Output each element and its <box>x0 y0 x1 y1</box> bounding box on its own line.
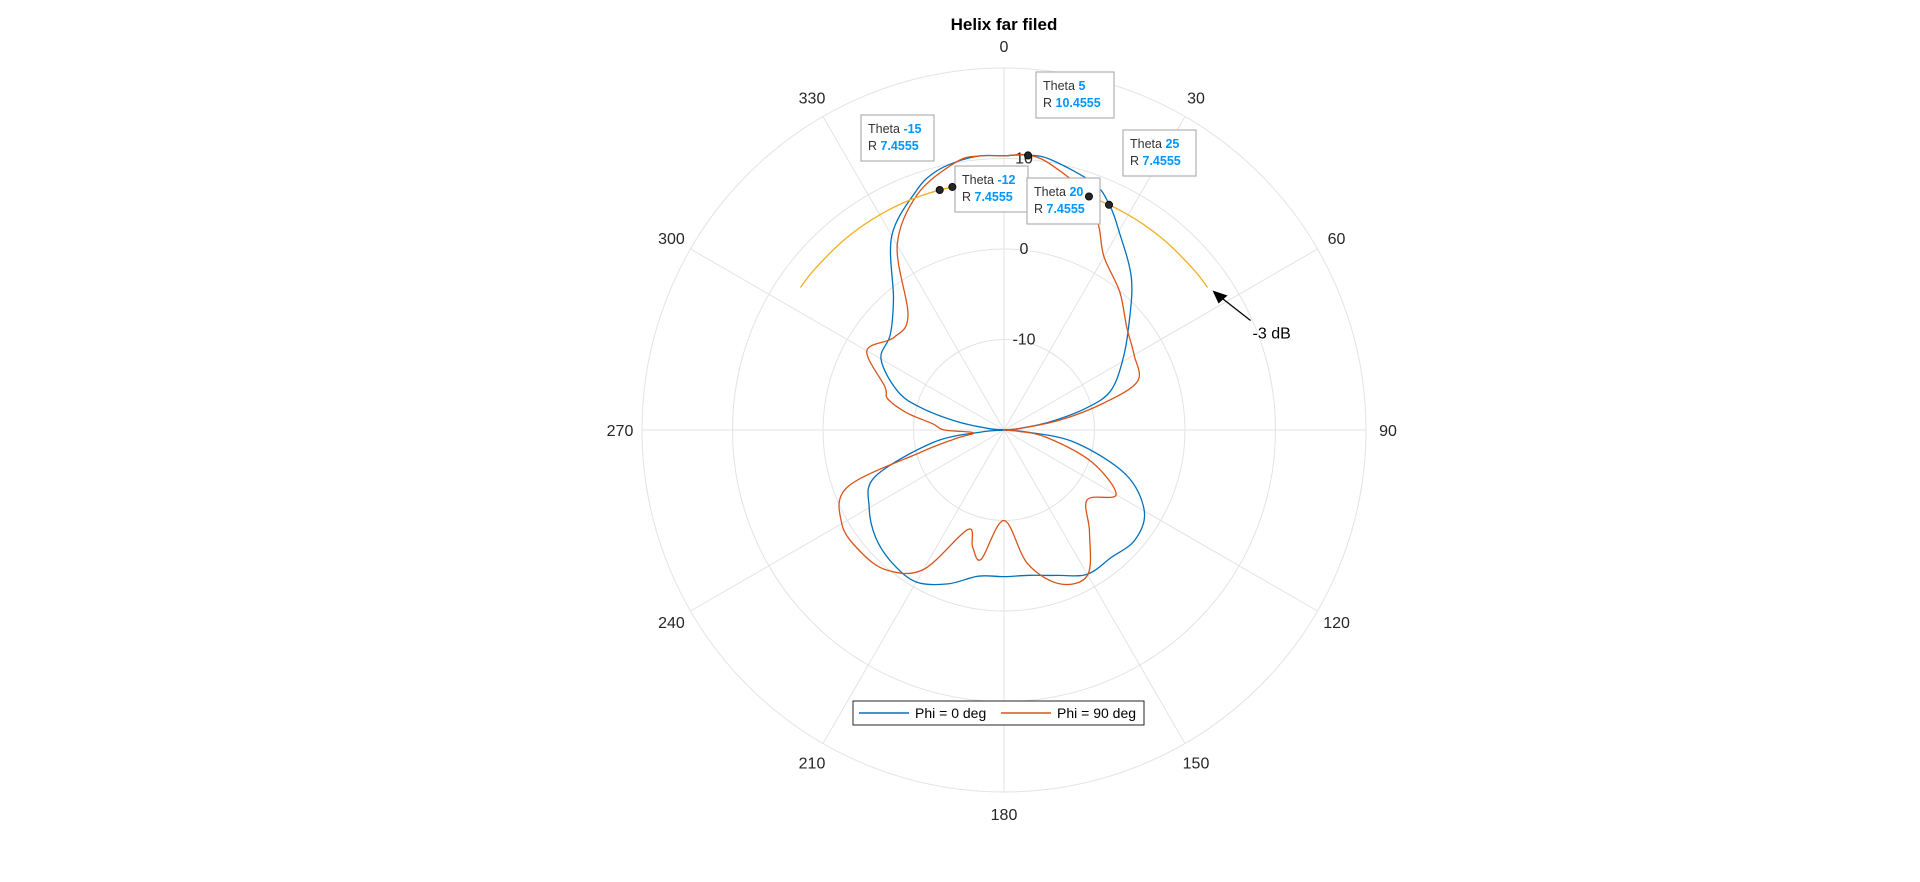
datatip-r: R 7.4555 <box>1034 202 1085 216</box>
legend-item[interactable]: Phi = 90 deg <box>1001 705 1136 721</box>
datatip-theta: Theta -15 <box>868 122 922 136</box>
legend-label: Phi = 90 deg <box>1057 705 1136 721</box>
datatip-theta: Theta -12 <box>962 173 1016 187</box>
angle-tick-label: 180 <box>991 807 1018 824</box>
datatip-box <box>1035 71 1115 119</box>
polar-grid <box>641 67 1367 793</box>
annotation-label: -3 dB <box>1253 325 1291 342</box>
datatip-r: R 7.4555 <box>868 139 919 153</box>
series-line-1 <box>867 154 1146 586</box>
datatip-r: R 7.4555 <box>1130 154 1181 168</box>
annotation: -3 dB <box>1212 290 1291 342</box>
grid-spoke <box>1003 429 1186 744</box>
radial-tick-label: 0 <box>1020 241 1029 258</box>
angle-tick-label: 120 <box>1323 615 1350 632</box>
angle-tick-label: 60 <box>1328 231 1346 248</box>
grid-spoke <box>1003 248 1318 431</box>
grid-spoke <box>690 248 1005 431</box>
datatip-marker[interactable] <box>1024 151 1033 160</box>
annotation-arrow-head <box>1212 290 1228 304</box>
datatip-marker[interactable] <box>948 182 957 191</box>
grid-spoke <box>1003 429 1318 612</box>
datatip-marker[interactable] <box>935 185 944 194</box>
datatip[interactable]: Theta -15 R 7.4555 <box>860 114 935 162</box>
legend-item[interactable]: Phi = 0 deg <box>859 705 986 721</box>
angle-tick-label: 0 <box>1000 39 1009 56</box>
angle-tick-label: 30 <box>1187 90 1205 107</box>
angle-tick-label: 240 <box>658 615 685 632</box>
datatip-marker[interactable] <box>1105 200 1114 209</box>
series-line-2 <box>838 153 1141 586</box>
angle-tick-label: 330 <box>799 90 826 107</box>
datatip[interactable]: Theta 25 R 7.4555 <box>1122 129 1197 177</box>
angle-tick-label: 150 <box>1183 756 1210 773</box>
datatip-theta: Theta 25 <box>1130 137 1179 151</box>
datatip[interactable]: Theta -12 R 7.4555 <box>954 165 1029 213</box>
radial-tick-label: -10 <box>1012 332 1035 349</box>
legend-label: Phi = 0 deg <box>915 705 986 721</box>
datatip-r: R 7.4555 <box>962 190 1013 204</box>
datatip[interactable]: Theta 5 R 10.4555 <box>1035 71 1115 119</box>
datatip-theta: Theta 20 <box>1034 185 1083 199</box>
datatip-box <box>1122 129 1197 177</box>
datatip-theta: Theta 5 <box>1043 79 1085 93</box>
annotation-arrow-line <box>1218 294 1251 321</box>
datatip[interactable]: Theta 20 R 7.4555 <box>1026 177 1101 225</box>
grid-spoke <box>822 116 1005 431</box>
angle-tick-label: 300 <box>658 231 685 248</box>
datatip-box <box>1026 177 1101 225</box>
chart-title: Helix far filed <box>951 15 1058 34</box>
datatip-r: R 10.4555 <box>1043 96 1101 110</box>
datatip-box <box>860 114 935 162</box>
angle-tick-label: 210 <box>799 756 826 773</box>
datatip-marker[interactable] <box>1084 192 1093 201</box>
angle-tick-label: 270 <box>607 423 634 440</box>
datatip-box <box>954 165 1029 213</box>
legend: Phi = 0 deg Phi = 90 deg <box>852 700 1145 726</box>
grid-spoke <box>690 429 1005 612</box>
grid-spoke <box>822 429 1005 744</box>
angle-tick-label: 90 <box>1379 423 1397 440</box>
